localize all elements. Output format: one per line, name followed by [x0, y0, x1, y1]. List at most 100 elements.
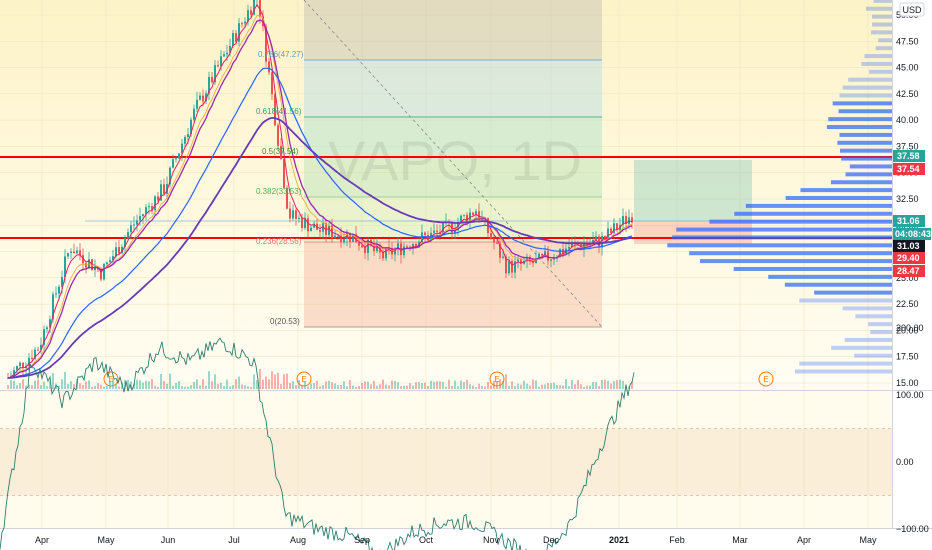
- volume-profile-bar: [794, 369, 892, 374]
- volume-bar: [595, 382, 597, 389]
- candle-body: [259, 0, 261, 17]
- candle-body: [358, 242, 360, 246]
- fib-label: 0.5(37.54): [262, 147, 299, 156]
- earnings-marker[interactable]: [758, 371, 774, 387]
- volume-bar: [469, 384, 471, 389]
- volume-bar: [337, 385, 339, 389]
- volume-bar: [175, 382, 177, 389]
- candle-body: [127, 232, 129, 239]
- price-tags: 37.58 37.54 31.06 04:08:43 31.03 29.40 2…: [893, 150, 931, 277]
- volume-profile-bar: [689, 251, 892, 256]
- candle-body: [499, 243, 501, 258]
- volume-bar: [19, 383, 21, 389]
- fib-label: 0.618(41.56): [256, 107, 302, 116]
- candle-body: [265, 26, 267, 62]
- price-tag: 37.54: [897, 164, 920, 174]
- volume-bar: [82, 384, 84, 389]
- candle-body: [187, 134, 189, 138]
- candle-body: [433, 230, 435, 233]
- volume-bar: [169, 373, 171, 389]
- earnings-marker[interactable]: [489, 371, 505, 387]
- candle-body: [424, 232, 426, 235]
- time-tick-label: Feb: [669, 535, 685, 545]
- volume-bar: [568, 386, 570, 389]
- candle-body: [319, 229, 321, 232]
- candle-body: [631, 217, 633, 223]
- candle-body: [436, 230, 438, 232]
- volume-profile-bar: [768, 274, 892, 279]
- volume-bar: [103, 386, 105, 389]
- volume-bar: [70, 381, 72, 389]
- price-tag: 04:08:43: [895, 229, 931, 239]
- candle-body: [22, 362, 24, 369]
- volume-bar: [34, 380, 36, 389]
- position-profit-zone: [634, 160, 752, 222]
- candle-body: [598, 236, 600, 248]
- candle-body: [160, 184, 162, 201]
- candle-body: [505, 256, 507, 274]
- candle-body: [214, 65, 216, 83]
- volume-bar: [334, 383, 336, 389]
- volume-bar: [46, 386, 48, 389]
- candle-body: [427, 234, 429, 241]
- volume-bar: [409, 383, 411, 389]
- candle-body: [40, 344, 42, 350]
- candle-body: [520, 259, 522, 264]
- volume-profile-bar: [733, 266, 892, 271]
- volume-bar: [304, 381, 306, 389]
- ema-long-line: [7, 67, 633, 379]
- time-tick-label: Jul: [228, 535, 240, 545]
- volume-bar: [331, 382, 333, 389]
- volume-bar: [286, 373, 288, 389]
- candle-body: [19, 362, 21, 366]
- volume-bar: [397, 382, 399, 389]
- candle-body: [406, 246, 408, 248]
- candle-body: [208, 76, 210, 94]
- candle-body: [55, 293, 57, 295]
- volume-bar: [166, 383, 168, 389]
- volume-profile-bar: [799, 298, 892, 303]
- earnings-marker[interactable]: [103, 371, 119, 387]
- candle-body: [307, 218, 309, 232]
- candle-body: [334, 235, 336, 239]
- volume-bar: [565, 379, 567, 389]
- candle-body: [376, 245, 378, 252]
- candle-body: [277, 125, 279, 146]
- candle-body: [130, 225, 132, 233]
- candle-body: [175, 158, 177, 160]
- volume-bar: [382, 379, 384, 389]
- fib-zone-2: [304, 117, 602, 157]
- candle-body: [43, 329, 45, 345]
- fib-zone-5: [304, 242, 602, 327]
- candle-body: [16, 365, 18, 371]
- time-tick-label: Sep: [354, 535, 370, 545]
- candle-body: [202, 95, 204, 102]
- price-tick-label: 22.50: [896, 299, 919, 309]
- volume-bar: [88, 380, 90, 389]
- earnings-marker-label: E: [301, 375, 306, 384]
- volume-profile-bar: [799, 361, 892, 366]
- candle-body: [595, 236, 597, 240]
- volume-bar: [433, 381, 435, 389]
- volume-bar: [478, 383, 480, 389]
- volume-profile-bar: [828, 117, 892, 122]
- volume-bar: [442, 381, 444, 389]
- candle-body: [382, 252, 384, 259]
- volume-bar: [604, 379, 606, 389]
- price-tag: 28.47: [897, 266, 920, 276]
- price-tick-label: 45.00: [896, 63, 919, 73]
- volume-bar: [562, 385, 564, 389]
- candle-body: [547, 251, 549, 261]
- volume-bar: [349, 380, 351, 389]
- earnings-marker[interactable]: [296, 371, 312, 387]
- candle-body: [568, 246, 570, 249]
- price-tick-label: 40.00: [896, 115, 919, 125]
- currency-badge[interactable]: [899, 2, 925, 17]
- volume-profile-bar: [870, 30, 892, 35]
- volume-bar: [184, 386, 186, 389]
- volume-bar: [451, 385, 453, 389]
- candle-body: [184, 137, 186, 144]
- volume-bar: [229, 386, 231, 389]
- price-tag: 37.58: [897, 151, 920, 161]
